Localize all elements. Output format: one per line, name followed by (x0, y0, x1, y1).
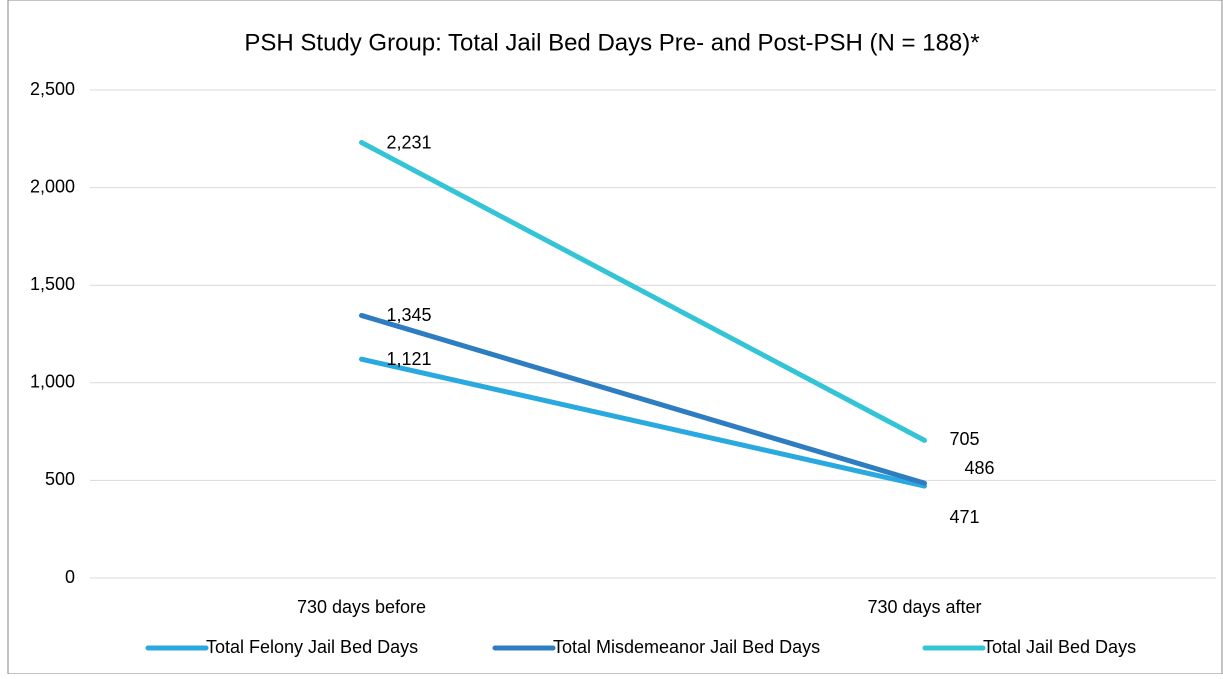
series-line (359, 356, 927, 489)
x-tick-label: 730 days after (867, 597, 981, 617)
series-line (359, 140, 927, 443)
y-tick-label: 1,500 (30, 274, 75, 294)
y-tick-label: 2,000 (30, 176, 75, 196)
y-tick-label: 500 (45, 469, 75, 489)
chart-frame (7, 0, 1223, 675)
data-label: 705 (950, 429, 980, 449)
legend-label: Total Misdemeanor Jail Bed Days (553, 637, 820, 657)
series-line (359, 312, 927, 486)
y-tick-label: 0 (65, 567, 75, 587)
legend-label: Total Jail Bed Days (983, 637, 1136, 657)
y-tick-label: 2,500 (30, 79, 75, 99)
chart-title: PSH Study Group: Total Jail Bed Days Pre… (244, 29, 979, 56)
data-label: 1,345 (387, 305, 432, 325)
data-label: 486 (965, 458, 995, 478)
x-tick-label: 730 days before (297, 597, 426, 617)
data-label: 2,231 (387, 132, 432, 152)
data-label: 1,121 (387, 349, 432, 369)
legend-label: Total Felony Jail Bed Days (206, 637, 418, 657)
y-tick-label: 1,000 (30, 372, 75, 392)
data-label: 471 (950, 507, 980, 527)
